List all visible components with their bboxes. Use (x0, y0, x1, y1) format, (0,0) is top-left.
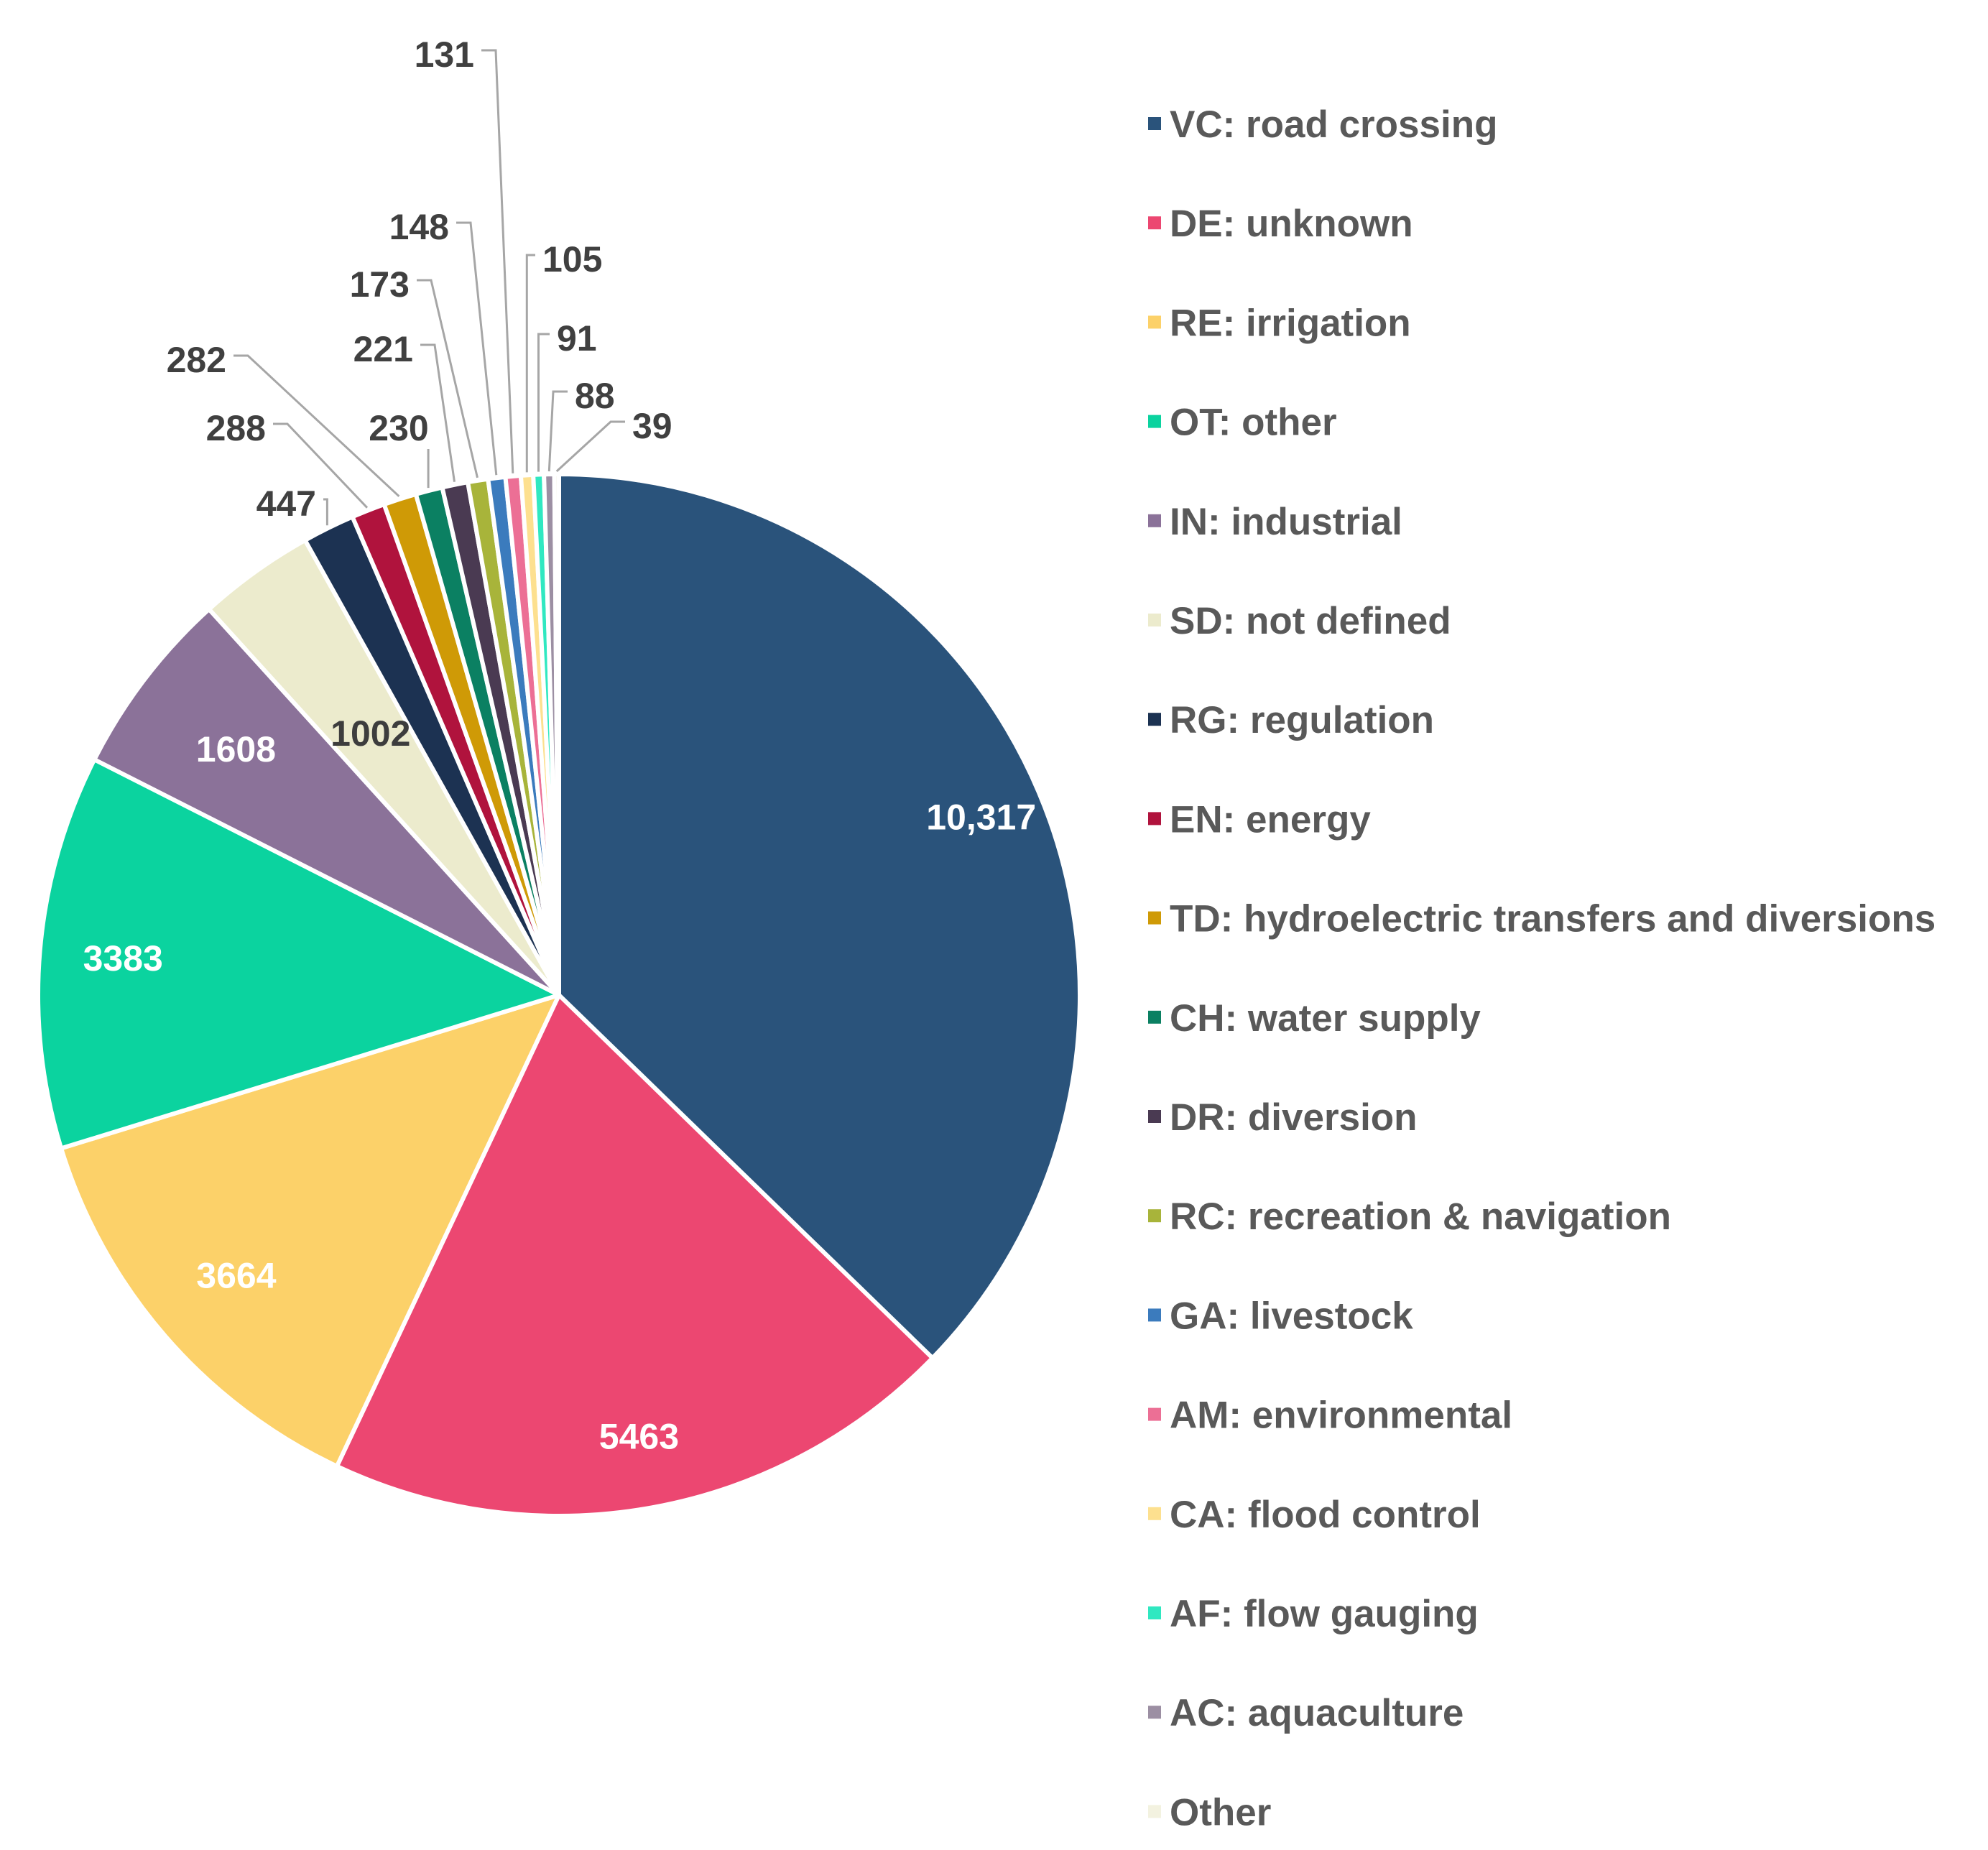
legend-swatch (1148, 614, 1161, 626)
legend-item-ac-aquaculture: AC: aquaculture (1148, 1692, 1464, 1734)
legend-swatch (1148, 1209, 1161, 1223)
data-label-in-industrial: 1608 (196, 729, 276, 769)
legend-swatch (1148, 315, 1161, 329)
legend-label: RC: recreation & navigation (1170, 1195, 1671, 1238)
legend: VC: road crossing DE: unknown RE: irrigati… (1148, 103, 1936, 1833)
legend-item-af-flow-gauging: AF: flow gauging (1148, 1593, 1479, 1635)
data-label-rg-regulation: 447 (256, 484, 316, 524)
data-label-td-hydroelectric-transfers-and-diversions: 282 (167, 340, 226, 380)
legend-label: AM: environmental (1170, 1395, 1512, 1437)
legend-swatch (1148, 1110, 1161, 1123)
legend-item-rg-regulation: RG: regulation (1148, 699, 1434, 741)
data-label-de-unknown: 5463 (599, 1417, 679, 1457)
legend-label: AC: aquaculture (1170, 1692, 1464, 1734)
legend-swatch (1148, 812, 1161, 825)
legend-label: CH: water supply (1170, 997, 1481, 1040)
legend-swatch (1148, 1010, 1161, 1024)
slice-de-unknown (334, 993, 935, 1518)
leader-line-ga-livestock (456, 221, 498, 476)
legend-swatch (1148, 1606, 1161, 1619)
legend-item-sd-not-defined: SD: not defined (1148, 600, 1451, 642)
data-label-other: 39 (632, 406, 672, 446)
legend-label: DR: diversion (1170, 1096, 1418, 1139)
legend-swatch (1148, 713, 1161, 726)
legend-label: SD: not defined (1170, 600, 1451, 642)
legend-label: AF: flow gauging (1170, 1593, 1479, 1635)
legend-label: DE: unknown (1170, 203, 1413, 245)
slice-ot-other (36, 757, 561, 1151)
leader-line-rg-regulation (323, 498, 328, 526)
legend-item-in-industrial: IN: industrial (1148, 501, 1402, 543)
leader-line-dr-diversion (420, 343, 456, 482)
leader-line-td-hydroelectric-transfers-and-diversions (234, 354, 400, 497)
legend-item-td-hydroelectric-transfers-and-diversions: TD: hydroelectric transfers and diversio… (1148, 898, 1936, 940)
legend-item-ot-other: OT: other (1148, 402, 1337, 444)
slice-re-irrigation (59, 993, 561, 1469)
data-label-ga-livestock: 148 (389, 207, 449, 247)
legend-label: IN: industrial (1170, 501, 1402, 543)
legend-label: CA: flood control (1170, 1494, 1481, 1536)
leader-line-en-energy (273, 422, 369, 509)
legend-item-ca-flood-control: CA: flood control (1148, 1494, 1481, 1536)
legend-label: Other (1170, 1791, 1271, 1833)
legend-label: VC: road crossing (1170, 103, 1497, 146)
data-label-sd-not-defined: 1002 (330, 713, 410, 754)
legend-item-re-irrigation: RE: irrigation (1148, 302, 1411, 344)
pie-slices (36, 472, 1082, 1518)
data-labels: 10,317 5463 3664 3383 1608 1002 447 288 282 230 22… (83, 34, 1037, 1457)
slice-in-industrial (92, 606, 561, 997)
legend-item-ga-livestock: GA: livestock (1148, 1295, 1413, 1337)
legend-swatch (1148, 216, 1161, 230)
legend-label: TD: hydroelectric transfers and diversio… (1170, 898, 1936, 940)
legend-swatch (1148, 911, 1161, 925)
data-label-ot-other: 3383 (83, 938, 163, 979)
legend-swatch (1148, 117, 1161, 130)
slice-other (552, 472, 561, 997)
leader-line-ca-flood-control (525, 254, 535, 473)
legend-label: GA: livestock (1170, 1295, 1413, 1337)
data-label-am-environmental: 131 (415, 34, 474, 75)
data-label-dr-diversion: 221 (353, 329, 413, 369)
legend-swatch (1148, 415, 1161, 428)
legend-item-am-environmental: AM: environmental (1148, 1395, 1512, 1437)
slice-vc-road-crossing (557, 472, 1082, 1361)
legend-item-rc-recreation-navigation: RC: recreation & navigation (1148, 1195, 1671, 1238)
data-label-vc-road-crossing: 10,317 (926, 797, 1036, 838)
legend-swatch (1148, 1706, 1161, 1719)
leader-line-ac-aquaculture (547, 390, 568, 472)
legend-label: EN: energy (1170, 798, 1371, 841)
data-label-en-energy: 288 (206, 408, 266, 448)
leader-line-am-environmental (481, 49, 514, 473)
legend-item-dr-diversion: DR: diversion (1148, 1096, 1418, 1139)
leader-line-af-flow-gauging (537, 333, 550, 472)
legend-item-vc-road-crossing: VC: road crossing (1148, 103, 1497, 146)
data-label-ac-aquaculture: 88 (575, 376, 615, 416)
leader-lines (234, 49, 625, 526)
legend-swatch (1148, 1507, 1161, 1520)
legend-swatch (1148, 1407, 1161, 1421)
legend-item-other: Other (1148, 1791, 1271, 1833)
legend-swatch (1148, 1308, 1161, 1322)
legend-label: OT: other (1170, 402, 1337, 444)
legend-swatch (1148, 514, 1161, 527)
legend-swatch (1148, 1805, 1161, 1818)
leader-line-rc-recreation-navigation (417, 279, 478, 478)
legend-label: RE: irrigation (1170, 302, 1411, 344)
legend-item-de-unknown: DE: unknown (1148, 203, 1413, 245)
data-label-re-irrigation: 3664 (196, 1256, 276, 1296)
data-label-ch-water-supply: 230 (369, 408, 428, 448)
legend-item-en-energy: EN: energy (1148, 798, 1371, 841)
data-label-af-flow-gauging: 91 (557, 318, 597, 359)
data-label-rc-recreation-navigation: 173 (350, 264, 410, 305)
leader-line-other (555, 420, 625, 473)
data-label-ca-flood-control: 105 (542, 239, 602, 279)
legend-label: RG: regulation (1170, 699, 1434, 741)
legend-item-ch-water-supply: CH: water supply (1148, 997, 1481, 1040)
